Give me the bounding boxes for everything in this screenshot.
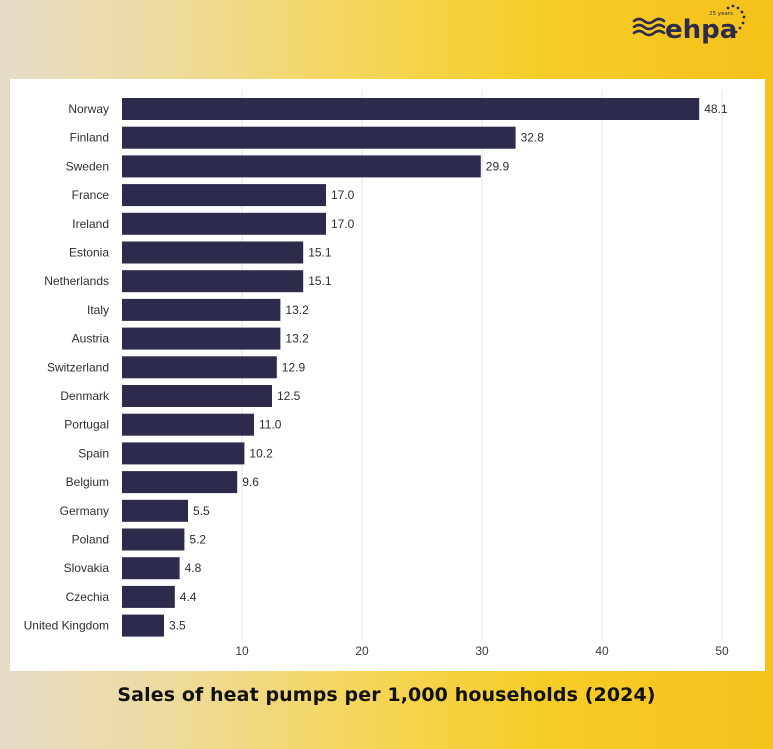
category-label: Spain xyxy=(78,446,109,460)
bar xyxy=(122,385,272,407)
value-label: 32.8 xyxy=(521,131,545,145)
value-label: 17.0 xyxy=(331,217,355,231)
bar xyxy=(122,241,304,264)
bar xyxy=(122,442,245,465)
category-labels: Norway Finland Sweden France Ireland Estonia N… xyxy=(24,102,110,633)
value-label: 13.2 xyxy=(285,332,309,346)
category-label: Switzerland xyxy=(47,360,109,374)
anniversary-label: 25 years xyxy=(709,11,733,17)
category-label: Estonia xyxy=(69,246,109,260)
x-tick-label: 20 xyxy=(355,644,369,658)
bar xyxy=(122,557,180,580)
bars xyxy=(122,98,700,637)
ehpa-logo: ehpa 25 years xyxy=(632,2,750,48)
chart-card: Norway Finland Sweden France Ireland Estonia N… xyxy=(10,79,765,671)
value-label: 10.2 xyxy=(249,446,273,460)
category-label: Portugal xyxy=(64,418,109,432)
bar xyxy=(122,471,238,494)
value-label: 9.6 xyxy=(242,475,259,489)
value-labels: 48.1 32.8 29.9 17.0 17.0 15.1 15.1 13.2 13.2 12.9… xyxy=(169,102,728,633)
value-label: 15.1 xyxy=(308,246,332,260)
bar xyxy=(122,212,326,235)
bar xyxy=(122,585,175,608)
value-label: 13.2 xyxy=(285,303,309,317)
star-circle-icon xyxy=(726,4,746,34)
bar xyxy=(122,327,281,350)
x-tick-label: 50 xyxy=(715,644,729,658)
category-label: Germany xyxy=(60,504,109,518)
value-label: 12.9 xyxy=(282,360,306,374)
category-label: Ireland xyxy=(72,217,109,231)
category-label: Italy xyxy=(87,303,109,317)
value-label: 48.1 xyxy=(704,102,728,116)
category-label: Denmark xyxy=(60,389,110,403)
bar xyxy=(122,155,481,178)
chart-caption: Sales of heat pumps per 1,000 households… xyxy=(117,684,656,706)
category-label: Poland xyxy=(72,533,109,547)
value-label: 4.8 xyxy=(185,561,202,575)
value-label: 4.4 xyxy=(180,590,197,604)
value-label: 5.2 xyxy=(189,533,206,547)
category-label: Netherlands xyxy=(44,274,109,288)
x-tick-label: 10 xyxy=(235,644,249,658)
bar xyxy=(122,126,516,149)
category-label: Czechia xyxy=(66,590,110,604)
value-label: 17.0 xyxy=(331,188,355,202)
value-label: 29.9 xyxy=(486,159,510,173)
category-label: Slovakia xyxy=(64,561,110,575)
bar xyxy=(122,356,277,379)
category-label: Norway xyxy=(68,102,109,116)
value-label: 11.0 xyxy=(259,418,282,432)
bar xyxy=(122,499,188,522)
x-tick-label: 30 xyxy=(475,644,489,658)
bar xyxy=(122,614,164,637)
x-tick-label: 40 xyxy=(595,644,609,658)
category-label: United Kingdom xyxy=(24,619,109,633)
category-label: France xyxy=(72,188,110,202)
value-label: 5.5 xyxy=(193,504,210,518)
wave-lines-icon xyxy=(632,17,666,37)
bar xyxy=(122,413,254,436)
logo-wordmark: ehpa xyxy=(665,15,737,45)
bar xyxy=(122,298,281,321)
category-label: Finland xyxy=(70,131,109,145)
value-label: 3.5 xyxy=(169,619,186,633)
ehpa-logo-mark: ehpa 25 years xyxy=(632,4,746,45)
bar xyxy=(122,528,185,551)
x-axis-ticks: 10 20 30 40 50 xyxy=(235,644,729,658)
value-label: 12.5 xyxy=(277,389,301,403)
bar-chart: Norway Finland Sweden France Ireland Estonia N… xyxy=(24,91,729,658)
bar xyxy=(122,270,304,293)
bar xyxy=(122,98,700,120)
value-label: 15.1 xyxy=(308,274,332,288)
category-label: Belgium xyxy=(66,475,109,489)
category-label: Sweden xyxy=(66,159,109,173)
category-label: Austria xyxy=(72,332,110,346)
bar xyxy=(122,184,326,207)
